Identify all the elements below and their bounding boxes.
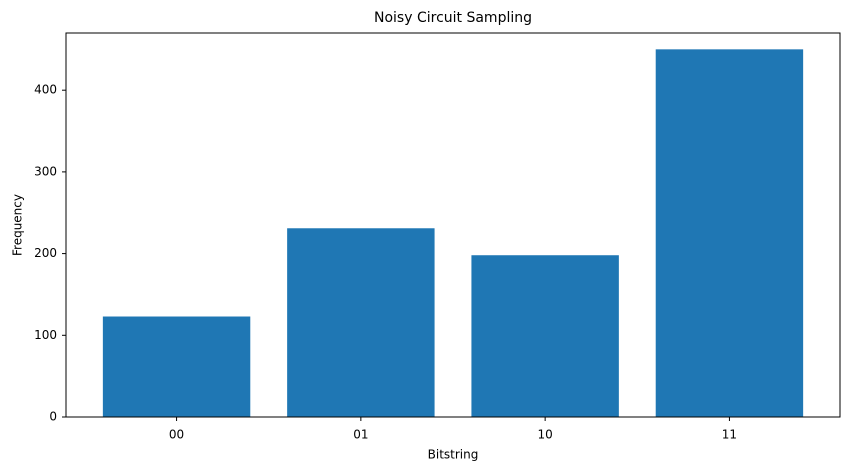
y-tick-label: 0: [49, 410, 57, 424]
y-tick-label: 200: [34, 246, 57, 260]
x-tick-label: 01: [353, 428, 368, 442]
bar: [655, 49, 804, 418]
x-tick-label: 00: [169, 428, 184, 442]
plot-frame: [65, 32, 841, 418]
chart-title: Noisy Circuit Sampling: [374, 10, 532, 26]
bar: [471, 255, 619, 417]
y-tick-label: 400: [34, 83, 57, 97]
x-tick-label: 11: [722, 428, 737, 442]
y-tick-label: 300: [34, 164, 57, 178]
x-axis-label: Bitstring: [428, 448, 479, 462]
y-tick-label: 100: [34, 328, 57, 342]
bar: [287, 228, 435, 417]
y-axis-label: Frequency: [11, 194, 25, 256]
bar: [102, 316, 251, 417]
x-tick-label: 10: [538, 428, 553, 442]
